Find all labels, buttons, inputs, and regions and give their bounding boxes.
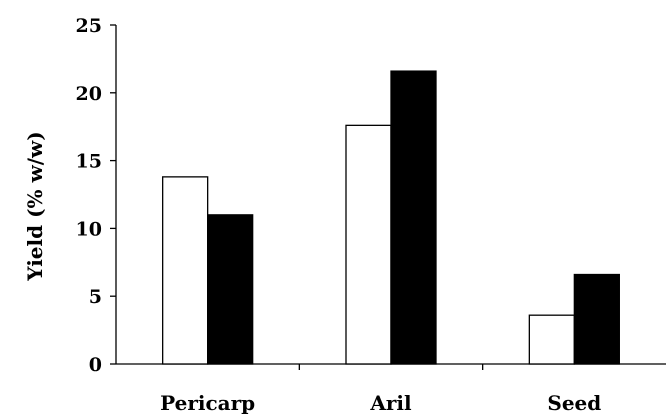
y-tick-label-20: 20 bbox=[76, 83, 102, 105]
y-axis-title-group: Yield (% w/w) bbox=[23, 131, 47, 281]
x-tick-label-pericarp: Pericarp bbox=[160, 391, 255, 414]
x-tick-label-aril: Aril bbox=[369, 391, 412, 414]
bar-pericarp-series-1 bbox=[162, 176, 209, 365]
plot-area: 0 5 10 15 20 25 Pericarp Aril Seed bbox=[76, 15, 666, 414]
y-tick-label-10: 10 bbox=[76, 218, 102, 240]
bar-aril-series-2 bbox=[390, 70, 437, 365]
y-tick-label-5: 5 bbox=[89, 286, 102, 308]
y-tick-label-0: 0 bbox=[89, 354, 102, 376]
y-tick-label-25: 25 bbox=[76, 15, 102, 37]
bar-seed-series-2 bbox=[573, 273, 620, 365]
y-axis-title: Yield (% w/w) bbox=[23, 131, 47, 281]
bar-aril-series-1 bbox=[345, 124, 392, 365]
x-tick-label-seed: Seed bbox=[547, 391, 601, 414]
bar-seed-series-1 bbox=[528, 314, 575, 365]
bar-pericarp-series-2 bbox=[207, 214, 254, 365]
y-tick-label-15: 15 bbox=[76, 151, 102, 173]
